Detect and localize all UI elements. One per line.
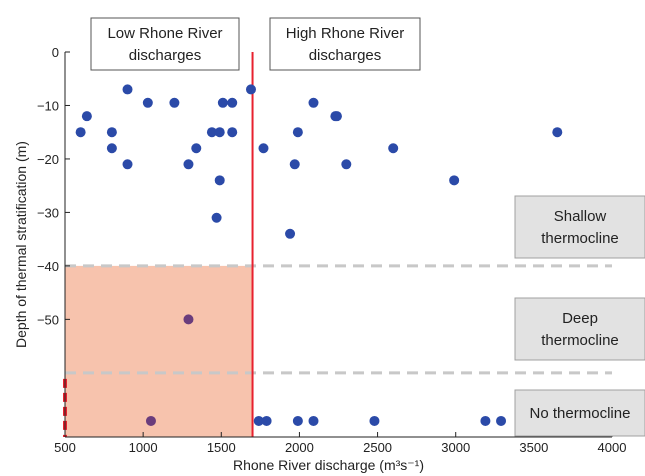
data-point bbox=[122, 159, 133, 170]
data-point bbox=[292, 127, 303, 138]
data-point bbox=[145, 415, 156, 426]
high-discharge-label-text: discharges bbox=[309, 47, 382, 64]
y-tick-label: −40 bbox=[37, 259, 59, 274]
x-tick-label: 1500 bbox=[207, 440, 236, 455]
x-tick-label: 3000 bbox=[441, 440, 470, 455]
low-discharge-label-frame bbox=[90, 17, 240, 71]
shallow-thermocline-label-text: Shallow bbox=[554, 208, 607, 225]
no-thermocline-label-text: No thermocline bbox=[530, 405, 631, 422]
data-point bbox=[217, 97, 228, 108]
data-point bbox=[75, 127, 86, 138]
data-point bbox=[308, 415, 319, 426]
data-point bbox=[331, 111, 342, 122]
data-point bbox=[449, 175, 460, 186]
data-point bbox=[292, 415, 303, 426]
x-tick-label: 500 bbox=[54, 440, 76, 455]
data-point bbox=[308, 97, 319, 108]
data-point bbox=[122, 84, 133, 95]
y-tick-label: −30 bbox=[37, 205, 59, 220]
high-discharge-label-text: High Rhone River bbox=[286, 25, 404, 42]
data-point bbox=[169, 97, 180, 108]
data-point bbox=[289, 159, 300, 170]
x-tick-label: 2000 bbox=[285, 440, 314, 455]
deep-thermocline-label-text: thermocline bbox=[541, 332, 619, 349]
y-tick-label: −20 bbox=[37, 152, 59, 167]
data-point bbox=[258, 143, 269, 154]
data-point bbox=[245, 84, 256, 95]
x-axis-title: Rhone River discharge (m³s⁻¹) bbox=[233, 457, 424, 473]
x-tick-label: 3500 bbox=[519, 440, 548, 455]
deep-thermocline-label-text: Deep bbox=[562, 310, 598, 327]
deep-thermocline-label: Deep thermocline bbox=[514, 297, 645, 361]
x-tick-label: 4000 bbox=[598, 440, 627, 455]
y-axis-title: Depth of thermal stratification (m) bbox=[13, 141, 29, 348]
low-discharge-label: Low Rhone River discharges bbox=[90, 17, 240, 71]
data-point bbox=[227, 127, 238, 138]
data-point bbox=[211, 212, 222, 223]
data-point bbox=[552, 127, 563, 138]
x-tick-label: 1000 bbox=[129, 440, 158, 455]
shallow-thermocline-label-frame bbox=[514, 195, 645, 259]
data-point bbox=[214, 127, 225, 138]
data-point bbox=[388, 143, 399, 154]
no-thermocline-label: No thermocline bbox=[514, 389, 645, 437]
shallow-thermocline-label: Shallow thermocline bbox=[514, 195, 645, 259]
data-point bbox=[369, 415, 380, 426]
data-point bbox=[191, 143, 202, 154]
data-point bbox=[285, 228, 296, 239]
x-tick-label: 2500 bbox=[363, 440, 392, 455]
data-point bbox=[261, 415, 272, 426]
low-discharge-label-text: Low Rhone River bbox=[107, 25, 222, 42]
high-discharge-label: High Rhone River discharges bbox=[269, 17, 421, 71]
shallow-thermocline-label-text: thermocline bbox=[541, 230, 619, 247]
data-point bbox=[183, 314, 194, 325]
high-discharge-label-frame bbox=[269, 17, 421, 71]
data-point bbox=[142, 97, 153, 108]
data-point bbox=[253, 415, 264, 426]
low-discharge-deep-region bbox=[65, 265, 253, 437]
data-point bbox=[341, 159, 352, 170]
data-point bbox=[206, 127, 217, 138]
y-tick-label: 0 bbox=[52, 45, 59, 60]
deep-thermocline-label-frame bbox=[514, 297, 645, 361]
low-discharge-label-text: discharges bbox=[129, 47, 202, 64]
data-point bbox=[480, 415, 491, 426]
y-tick-label: −10 bbox=[37, 98, 59, 113]
no-thermocline-label-frame bbox=[514, 389, 645, 437]
data-point bbox=[496, 415, 507, 426]
data-point bbox=[214, 175, 225, 186]
data-point bbox=[106, 127, 117, 138]
data-point bbox=[183, 159, 194, 170]
y-tick-label: −50 bbox=[37, 312, 59, 327]
data-point bbox=[106, 143, 117, 154]
data-point bbox=[227, 97, 238, 108]
data-point bbox=[81, 111, 92, 122]
